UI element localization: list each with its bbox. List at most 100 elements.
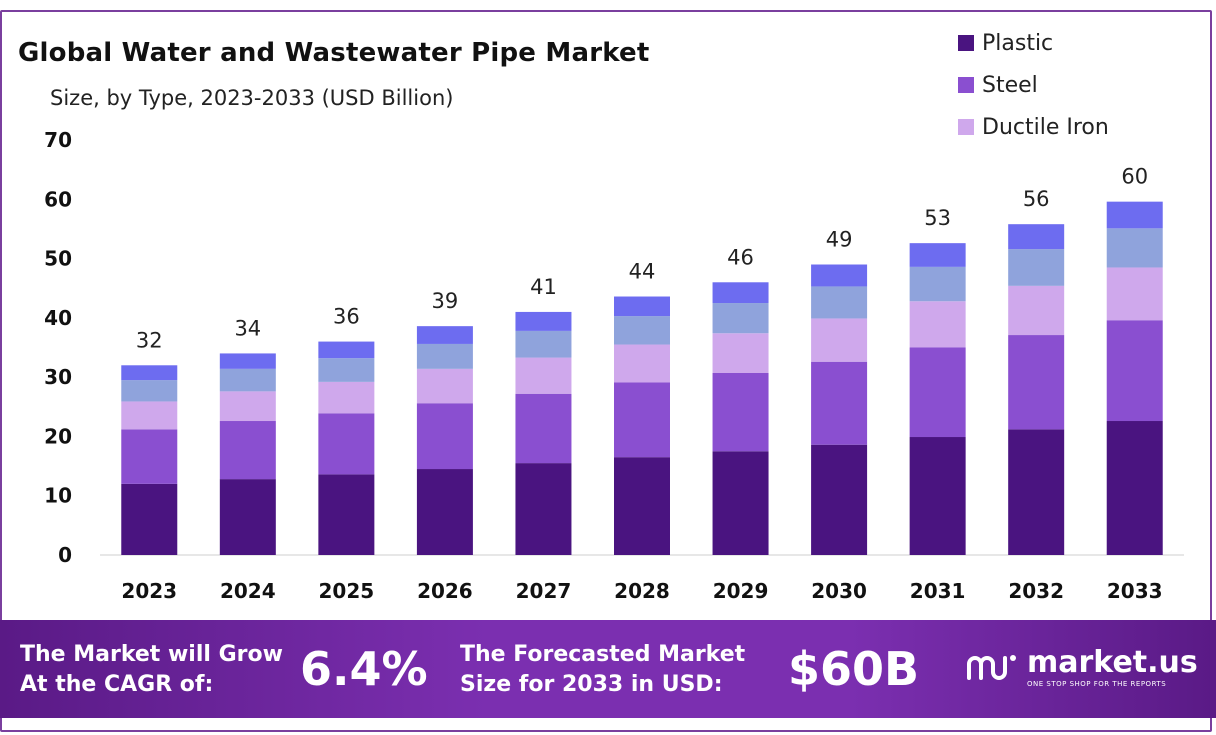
bar-segment-ductile-iron xyxy=(811,318,868,362)
chart-frame xyxy=(0,10,1212,732)
forecast-label: The Forecasted Market Size for 2033 in U… xyxy=(460,640,745,700)
bar-segment-segment-3 xyxy=(515,330,572,358)
bar-total-label: 53 xyxy=(924,206,951,230)
legend-label-ductile-iron: Ductile Iron xyxy=(982,114,1109,140)
bar-segment-ductile-iron xyxy=(1106,267,1163,321)
cagr-label: The Market will Grow At the CAGR of: xyxy=(20,640,283,700)
bar-segment-plastic xyxy=(712,451,769,555)
cagr-label-line-1: The Market will Grow xyxy=(20,642,283,667)
bar-segment-steel xyxy=(909,347,966,438)
legend-swatch-plastic xyxy=(958,35,974,51)
bar-segment-plastic xyxy=(121,483,178,555)
chart-subtitle: Size, by Type, 2023-2033 (USD Billion) xyxy=(50,86,454,110)
x-tick-label: 2029 xyxy=(713,579,769,603)
bar-segment-plastic xyxy=(219,479,276,555)
y-tick-label: 30 xyxy=(44,365,72,389)
bar-segment-plastic xyxy=(909,437,966,555)
x-tick-label: 2026 xyxy=(417,579,473,603)
x-tick-label: 2025 xyxy=(319,579,375,603)
chart-title: Global Water and Wastewater Pipe Market xyxy=(18,38,650,68)
market-us-logo-icon xyxy=(967,655,1016,680)
bar-segment-plastic xyxy=(318,474,375,555)
cagr-label-line-2: At the CAGR of: xyxy=(20,672,214,697)
brand-name: market.us xyxy=(1027,645,1198,680)
cagr-value: 6.4% xyxy=(300,642,428,696)
bar-segment-plastic xyxy=(811,444,868,555)
bar-segment-ductile-iron xyxy=(416,368,473,404)
bar-segment-plastic xyxy=(614,457,670,555)
bar-segment-segment-4 xyxy=(515,311,572,331)
bar-total-label: 41 xyxy=(530,275,557,299)
summary-banner: The Market will Grow At the CAGR of: 6.4… xyxy=(0,620,1216,718)
bar-segment-plastic xyxy=(515,463,572,555)
bar-segment-steel xyxy=(1008,335,1065,430)
bar-segment-plastic xyxy=(416,469,473,555)
y-tick-label: 60 xyxy=(44,187,72,211)
bar-segment-segment-4 xyxy=(1106,201,1163,229)
bar-total-label: 32 xyxy=(136,328,163,352)
bar-total-label: 56 xyxy=(1023,187,1050,211)
bar-total-label: 49 xyxy=(826,228,853,252)
bar-segment-plastic xyxy=(1106,421,1163,555)
bar-segment-segment-3 xyxy=(318,358,375,382)
bar-segment-segment-3 xyxy=(909,266,966,302)
bar-segment-segment-3 xyxy=(121,380,178,402)
bar-segment-segment-3 xyxy=(1008,249,1065,286)
bar-segment-ductile-iron xyxy=(121,401,178,430)
y-tick-label: 50 xyxy=(44,247,72,271)
y-tick-label: 10 xyxy=(44,484,72,508)
x-tick-label: 2027 xyxy=(516,579,572,603)
bar-segment-segment-3 xyxy=(1106,228,1163,268)
bar-segment-steel xyxy=(121,429,178,484)
y-tick-label: 20 xyxy=(44,424,72,448)
legend-swatch-ductile-iron xyxy=(958,119,974,135)
y-tick-label: 70 xyxy=(44,128,72,152)
bar-segment-steel xyxy=(614,382,670,458)
x-tick-label: 2024 xyxy=(220,579,276,603)
bar-segment-segment-4 xyxy=(909,243,966,267)
x-tick-label: 2023 xyxy=(121,579,177,603)
bar-segment-segment-4 xyxy=(614,296,670,317)
bar-segment-segment-4 xyxy=(416,326,473,344)
forecast-value: $60B xyxy=(788,642,920,696)
bar-total-label: 46 xyxy=(727,245,754,269)
bar-segment-segment-3 xyxy=(219,368,276,392)
bar-total-label: 39 xyxy=(432,289,459,313)
bar-total-label: 60 xyxy=(1121,165,1148,189)
bar-segment-segment-4 xyxy=(318,341,375,359)
bar-segment-segment-4 xyxy=(811,264,868,287)
legend-item-plastic: Plastic xyxy=(958,22,1109,64)
bar-total-label: 44 xyxy=(629,260,656,284)
bar-segment-steel xyxy=(416,403,473,470)
bar-segment-steel xyxy=(515,393,572,464)
y-tick-label: 0 xyxy=(58,543,72,567)
bar-total-label: 36 xyxy=(333,305,360,329)
brand: market.us ONE STOP SHOP FOR THE REPORTS xyxy=(965,648,1198,688)
legend-swatch-steel xyxy=(958,77,974,93)
bar-chart: 0 10 20 30 40 50 60 70 32 2023 34 2024 36 2025 39 2026 4… xyxy=(44,128,1184,603)
bar-segment-ductile-iron xyxy=(909,301,966,348)
bar-segment-ductile-iron xyxy=(318,381,375,414)
bar-segment-segment-4 xyxy=(1008,224,1065,250)
y-tick-label: 40 xyxy=(44,306,72,330)
legend-item-steel: Steel xyxy=(958,64,1109,106)
x-tick-label: 2028 xyxy=(614,579,670,603)
bar-segment-segment-4 xyxy=(121,365,178,381)
x-tick-label: 2033 xyxy=(1107,579,1163,603)
bar-segment-steel xyxy=(318,413,375,475)
forecast-label-line-2: Size for 2033 in USD: xyxy=(460,672,723,697)
bar-segment-segment-3 xyxy=(614,316,670,345)
bar-segment-ductile-iron xyxy=(712,333,769,373)
bar-segment-segment-3 xyxy=(811,286,868,319)
bar-segment-steel xyxy=(712,372,769,452)
legend: Plastic Steel Ductile Iron xyxy=(958,22,1109,148)
legend-label-steel: Steel xyxy=(982,72,1038,98)
bar-total-label: 34 xyxy=(234,316,261,340)
bar-segment-plastic xyxy=(1008,429,1065,555)
forecast-label-line-1: The Forecasted Market xyxy=(460,642,746,667)
bar-segment-steel xyxy=(811,361,868,445)
bar-segment-ductile-iron xyxy=(1008,285,1065,336)
bar-segment-segment-4 xyxy=(712,282,769,304)
legend-item-ductile-iron: Ductile Iron xyxy=(958,106,1109,148)
bar-segment-segment-3 xyxy=(712,303,769,334)
